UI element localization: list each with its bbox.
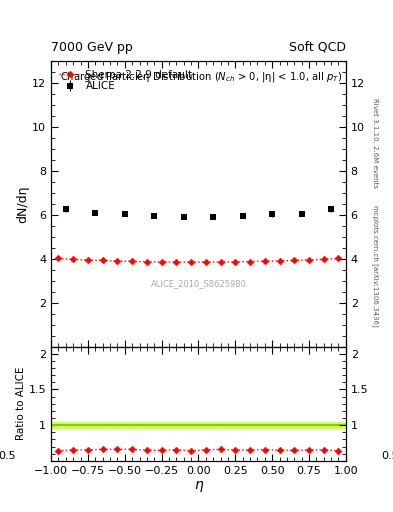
Sherpa 2.2.9 default [307, 257, 311, 263]
Text: Soft QCD: Soft QCD [289, 41, 346, 54]
Sherpa 2.2.9 default [159, 259, 164, 265]
Sherpa 2.2.9 default [115, 258, 120, 264]
Sherpa 2.2.9 default [71, 257, 75, 263]
X-axis label: η: η [194, 478, 203, 493]
Sherpa 2.2.9 default [145, 259, 149, 265]
Sherpa 2.2.9 default [263, 258, 267, 264]
Sherpa 2.2.9 default [248, 259, 252, 265]
Sherpa 2.2.9 default [130, 258, 134, 264]
Sherpa 2.2.9 default [277, 258, 282, 264]
Sherpa 2.2.9 default [321, 257, 326, 263]
Text: 7000 GeV pp: 7000 GeV pp [51, 41, 133, 54]
Bar [51, 422, 346, 428]
Sherpa 2.2.9 default [100, 258, 105, 264]
Text: ALICE_2010_S8625980: ALICE_2010_S8625980 [151, 280, 246, 288]
Text: Rivet 3.1.10, 2.6M events: Rivet 3.1.10, 2.6M events [372, 98, 378, 188]
Text: Charged Particleη Distribution ($N_{ch}$ > 0, |η| < 1.0, all $p_{T}$): Charged Particleη Distribution ($N_{ch}$… [60, 70, 342, 84]
Legend: Sherpa 2.2.9 default, ALICE: Sherpa 2.2.9 default, ALICE [56, 67, 196, 94]
Sherpa 2.2.9 default [189, 259, 193, 265]
Text: 0.5: 0.5 [0, 451, 16, 461]
Sherpa 2.2.9 default [218, 259, 223, 265]
Line: Sherpa 2.2.9 default: Sherpa 2.2.9 default [56, 256, 341, 264]
Sherpa 2.2.9 default [174, 259, 179, 265]
Sherpa 2.2.9 default [56, 255, 61, 262]
Sherpa 2.2.9 default [336, 255, 341, 262]
Sherpa 2.2.9 default [86, 257, 90, 263]
Sherpa 2.2.9 default [233, 259, 238, 265]
Text: 0.5: 0.5 [381, 451, 393, 461]
Sherpa 2.2.9 default [204, 259, 208, 265]
Y-axis label: dN/dη: dN/dη [17, 185, 29, 223]
Sherpa 2.2.9 default [292, 258, 297, 264]
Y-axis label: Ratio to ALICE: Ratio to ALICE [16, 367, 26, 440]
Text: mcplots.cern.ch [arXiv:1306.3436]: mcplots.cern.ch [arXiv:1306.3436] [372, 205, 379, 327]
